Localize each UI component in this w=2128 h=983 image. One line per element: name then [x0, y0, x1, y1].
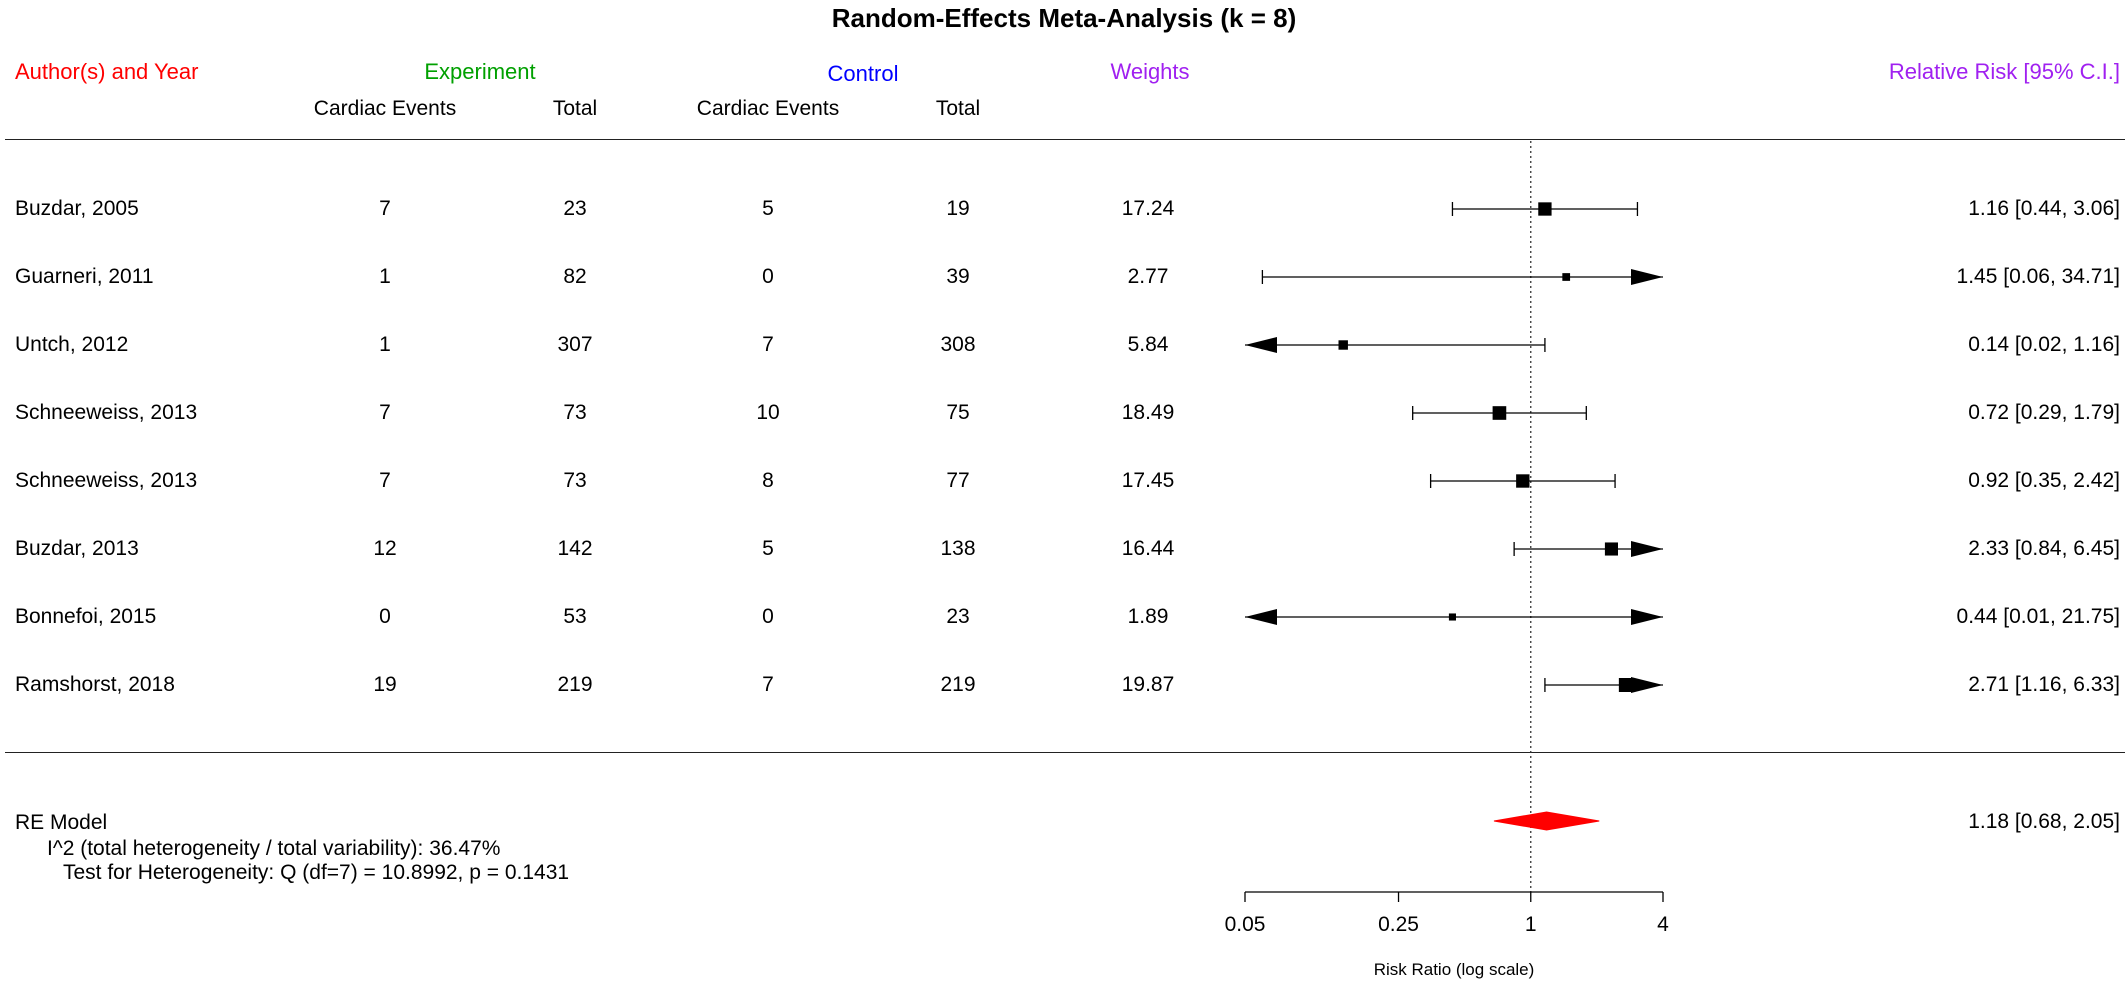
- summary-ci-text: 1.18 [0.68, 2.05]: [1968, 810, 2120, 833]
- study-weight: 17.24: [1121, 197, 1175, 220]
- study-name: Untch, 2012: [15, 333, 129, 356]
- experiment-events: 7: [379, 469, 391, 492]
- ci-right-arrow: [1631, 609, 1663, 625]
- study-weight: 1.89: [1127, 605, 1169, 628]
- experiment-total: 307: [557, 333, 593, 356]
- control-total: 219: [940, 673, 976, 696]
- experiment-total: 23: [563, 197, 587, 220]
- header-divider: [5, 139, 2125, 140]
- point-estimate: [1604, 542, 1618, 556]
- summary-divider: [5, 752, 2125, 753]
- heterogeneity-i2: I^2 (total heterogeneity / total variabi…: [47, 837, 501, 860]
- point-estimate: [1562, 273, 1571, 281]
- control-events: 8: [762, 469, 774, 492]
- study-ci-text: 0.14 [0.02, 1.16]: [1968, 333, 2120, 356]
- ci-right-arrow: [1631, 541, 1663, 557]
- ci-right-arrow: [1631, 677, 1663, 693]
- experiment-total: 219: [557, 673, 593, 696]
- x-tick-label: 0.05: [1225, 913, 1266, 936]
- x-tick-label: 0.25: [1378, 913, 1419, 936]
- experiment-events: 12: [373, 537, 397, 560]
- experiment-total: 142: [557, 537, 593, 560]
- control-events: 5: [762, 197, 774, 220]
- study-ci-text: 2.71 [1.16, 6.33]: [1968, 673, 2120, 696]
- study-weight: 16.44: [1121, 537, 1175, 560]
- experiment-events-subheader: Cardiac Events: [313, 97, 457, 120]
- experiment-total-subheader: Total: [552, 97, 598, 120]
- ci-left-arrow: [1245, 609, 1277, 625]
- chart-title: Random-Effects Meta-Analysis (k = 8): [831, 3, 1297, 33]
- control-events: 5: [762, 537, 774, 560]
- study-ci-text: 1.16 [0.44, 3.06]: [1968, 197, 2120, 220]
- control-total: 77: [946, 469, 970, 492]
- study-name: Ramshorst, 2018: [15, 673, 175, 696]
- experiment-events: 7: [379, 197, 391, 220]
- control-total: 19: [946, 197, 970, 220]
- weights-column-header: Weights: [1110, 59, 1190, 84]
- control-events: 7: [762, 673, 774, 696]
- control-total: 138: [940, 537, 976, 560]
- experiment-column-header: Experiment: [424, 59, 536, 84]
- experiment-events: 19: [373, 673, 397, 696]
- summary-label: RE Model: [15, 811, 108, 834]
- study-ci-text: 0.72 [0.29, 1.79]: [1968, 401, 2120, 424]
- x-tick-label: 4: [1657, 913, 1669, 936]
- control-events: 0: [762, 605, 774, 628]
- point-estimate: [1448, 613, 1456, 621]
- point-estimate: [1338, 340, 1348, 350]
- study-name: Bonnefoi, 2015: [15, 605, 157, 628]
- study-weight: 18.49: [1121, 401, 1175, 424]
- control-events: 10: [756, 401, 780, 424]
- point-estimate: [1538, 202, 1552, 216]
- study-ci-text: 0.92 [0.35, 2.42]: [1968, 469, 2120, 492]
- x-tick-label: 1: [1525, 913, 1537, 936]
- study-weight: 5.84: [1127, 333, 1169, 356]
- study-ci-text: 2.33 [0.84, 6.45]: [1968, 537, 2120, 560]
- study-weight: 2.77: [1127, 265, 1169, 288]
- experiment-total: 82: [563, 265, 587, 288]
- control-total: 23: [946, 605, 970, 628]
- study-weight: 17.45: [1121, 469, 1175, 492]
- study-name: Schneeweiss, 2013: [15, 401, 198, 424]
- ci-left-arrow: [1245, 337, 1277, 353]
- effect-column-header: Relative Risk [95% C.I.]: [1888, 59, 2120, 84]
- experiment-events: 0: [379, 605, 391, 628]
- ci-right-arrow: [1631, 269, 1663, 285]
- experiment-events: 7: [379, 401, 391, 424]
- experiment-events: 1: [379, 265, 391, 288]
- study-name: Guarneri, 2011: [15, 265, 154, 288]
- experiment-total: 73: [563, 401, 587, 424]
- control-total: 308: [940, 333, 976, 356]
- control-events: 0: [762, 265, 774, 288]
- heterogeneity-q-test: Test for Heterogeneity: Q (df=7) = 10.89…: [63, 861, 570, 884]
- study-name: Buzdar, 2013: [15, 537, 139, 560]
- study-name: Buzdar, 2005: [15, 197, 139, 220]
- experiment-total: 73: [563, 469, 587, 492]
- study-weight: 19.87: [1121, 673, 1175, 696]
- summary-diamond: [1493, 811, 1600, 831]
- point-estimate: [1516, 474, 1530, 488]
- control-total: 39: [946, 265, 970, 288]
- control-events: 7: [762, 333, 774, 356]
- point-estimate: [1618, 678, 1633, 692]
- control-total-subheader: Total: [935, 97, 981, 120]
- experiment-total: 53: [563, 605, 587, 628]
- control-events-subheader: Cardiac Events: [696, 97, 840, 120]
- study-ci-text: 1.45 [0.06, 34.71]: [1956, 265, 2120, 288]
- study-name: Schneeweiss, 2013: [15, 469, 198, 492]
- study-column-header: Author(s) and Year: [15, 59, 199, 84]
- control-column-header: Control: [827, 61, 899, 86]
- control-total: 75: [946, 401, 970, 424]
- x-axis-label: Risk Ratio (log scale): [1374, 960, 1535, 979]
- experiment-events: 1: [379, 333, 391, 356]
- study-ci-text: 0.44 [0.01, 21.75]: [1956, 605, 2120, 628]
- point-estimate: [1492, 406, 1507, 420]
